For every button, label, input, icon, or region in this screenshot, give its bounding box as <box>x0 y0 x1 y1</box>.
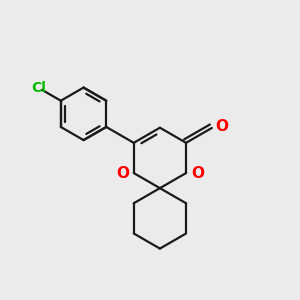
Text: O: O <box>116 166 129 181</box>
Text: O: O <box>215 119 228 134</box>
Text: Cl: Cl <box>31 81 46 95</box>
Text: O: O <box>191 166 204 181</box>
